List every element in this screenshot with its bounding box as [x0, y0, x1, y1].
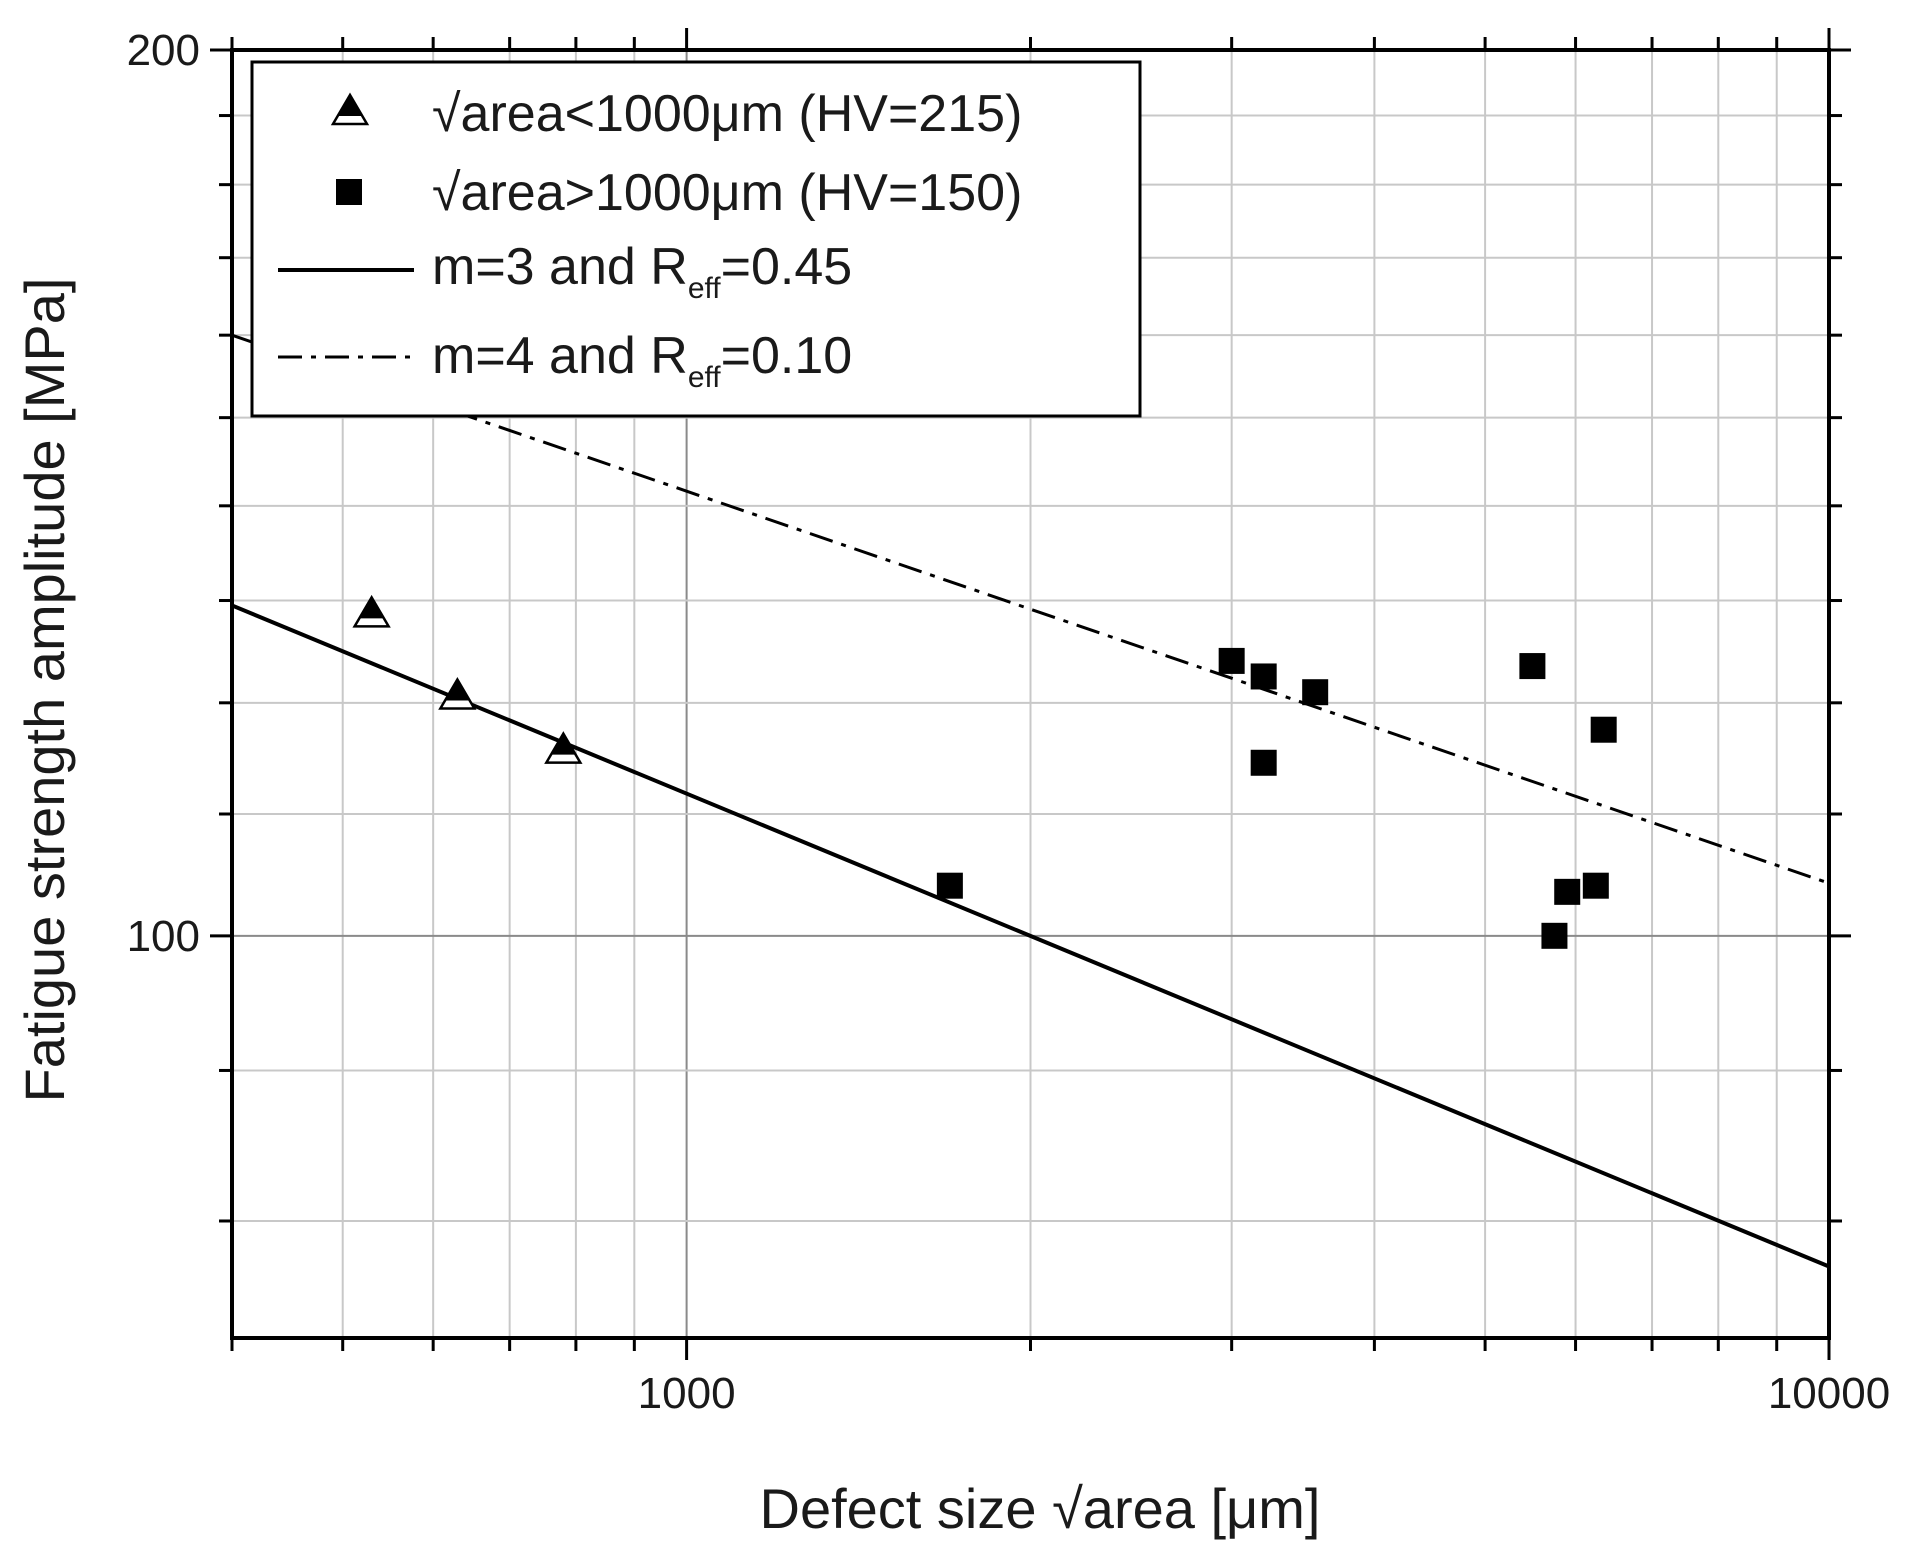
legend: √area<1000μm (HV=215) √area>1000μm (HV=1… [250, 60, 1142, 418]
legend-label-solid-main: m=3 and R [432, 238, 688, 296]
legend-marker-triangle-fill [337, 95, 363, 116]
legend-item-solid-line: m=3 and Reff=0.45 [278, 238, 852, 305]
data-point-square [1218, 647, 1245, 674]
data-point-triangle [544, 731, 583, 764]
data-point-square [1302, 679, 1329, 706]
legend-label-solid-sub: eff [688, 272, 721, 305]
x-tick-label: 1000 [638, 1369, 736, 1418]
data-point-square [1590, 716, 1617, 743]
legend-label-dashdot-main: m=4 and R [432, 327, 688, 385]
y-axis-title: Fatigue strength amplitude [MPa] [13, 278, 76, 1103]
triangle-fill [359, 597, 384, 619]
data-point-square [936, 872, 963, 899]
data-point-square [1541, 922, 1568, 949]
fit-lines [231, 333, 1830, 1269]
legend-marker-square [336, 179, 362, 205]
data-point-square [1582, 872, 1609, 899]
axes [210, 28, 1851, 1360]
x-axis-title: Defect size √area [μm] [760, 1477, 1321, 1540]
data-point-triangle [352, 594, 391, 628]
data-point-square [1250, 749, 1277, 776]
legend-label-dashdot-tail: =0.10 [721, 327, 853, 385]
y-tick-label: 200 [127, 26, 200, 75]
fit-line-m3 [231, 603, 1830, 1269]
legend-label-dashdot-sub: eff [688, 361, 721, 394]
triangle-fill [445, 679, 470, 701]
data-point-square [1250, 663, 1277, 690]
plot-frame [230, 48, 1831, 1340]
legend-label-solid-tail: =0.45 [721, 238, 853, 296]
legend-label-dashdot-line: m=4 and Reff=0.10 [432, 327, 852, 394]
data-point-triangle [438, 677, 477, 710]
y-tick-label: 100 [127, 912, 200, 961]
legend-item-triangles: √area<1000μm (HV=215) [330, 85, 1022, 143]
data-point-square [1554, 878, 1581, 905]
legend-label-triangles: √area<1000μm (HV=215) [432, 85, 1022, 143]
data-point-square [1519, 653, 1546, 680]
legend-label-squares: √area>1000μm (HV=150) [432, 164, 1022, 222]
legend-label-solid-line: m=3 and Reff=0.45 [432, 238, 852, 305]
legend-item-squares: √area>1000μm (HV=150) [336, 164, 1022, 222]
legend-item-dashdot-line: m=4 and Reff=0.10 [278, 327, 852, 394]
x-tick-label: 10000 [1768, 1369, 1890, 1418]
legend-box [250, 60, 1142, 418]
tick-labels: 1000 10000 100 200 [127, 26, 1891, 1418]
triangle-fill [551, 733, 576, 755]
data-points [352, 594, 1617, 949]
